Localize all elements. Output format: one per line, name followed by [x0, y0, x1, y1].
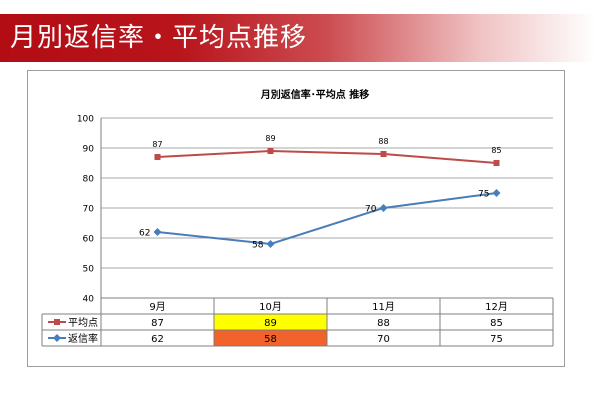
- data-point-平均点: [267, 148, 274, 154]
- legend-label: 平均点: [68, 317, 98, 329]
- table-value-平均点: 88: [377, 318, 390, 329]
- y-tick-label-70: 70: [83, 205, 95, 215]
- data-label-平均点: 88: [378, 137, 388, 146]
- data-label-平均点: 87: [152, 140, 162, 149]
- legend-label: 返信率: [68, 332, 98, 345]
- banner-title: 月別返信率・平均点推移: [10, 23, 308, 53]
- chart-title: 月別返信率･平均点 推移: [260, 88, 369, 101]
- table-value-平均点: 85: [490, 318, 503, 329]
- data-label-返信率: 75: [478, 190, 489, 200]
- data-point-平均点: [154, 154, 161, 160]
- y-tick-label-100: 100: [77, 115, 94, 125]
- title-banner: 月別返信率・平均点推移: [0, 14, 595, 62]
- line-chart: 月別返信率･平均点 推移 40 50 60 70 80 90 100 9月 10月 11月 12月平均…: [41, 88, 554, 347]
- data-point-平均点: [493, 160, 500, 166]
- data-label-返信率: 70: [365, 205, 377, 215]
- y-tick-label-50: 50: [83, 265, 95, 275]
- table-value-返信率: 75: [490, 334, 503, 345]
- table-cell-highlight-平均点-10月: [214, 314, 327, 330]
- data-point-平均点: [380, 151, 387, 157]
- series-line-平均点: [157, 149, 497, 164]
- x-category-label: 9月: [149, 301, 165, 313]
- y-tick-label-40: 40: [83, 295, 95, 305]
- data-point-返信率: [492, 189, 501, 197]
- table-value-返信率: 58: [264, 334, 277, 345]
- data-label-返信率: 62: [139, 229, 150, 239]
- series-line-返信率: [157, 192, 497, 246]
- y-tick-label-60: 60: [83, 235, 95, 245]
- data-label-平均点: 89: [265, 134, 275, 143]
- table-value-平均点: 87: [151, 318, 164, 329]
- x-category-label: 12月: [485, 301, 508, 313]
- table-value-平均点: 89: [264, 318, 277, 329]
- y-tick-label-90: 90: [83, 145, 95, 155]
- data-point-返信率: [153, 228, 162, 236]
- y-tick-label-80: 80: [83, 175, 95, 185]
- table-cell-highlight-返信率-10月: [214, 330, 327, 346]
- legend-marker-平均点: [54, 319, 60, 325]
- data-point-返信率: [266, 240, 275, 248]
- data-point-返信率: [379, 204, 388, 212]
- table-value-返信率: 70: [377, 334, 390, 345]
- data-label-平均点: 85: [491, 146, 501, 155]
- data-label-返信率: 58: [252, 241, 264, 251]
- legend-marker-返信率: [53, 334, 61, 342]
- x-category-label: 11月: [372, 301, 395, 313]
- chart-frame: 月別返信率･平均点 推移 40 50 60 70 80 90 100 9月 10月 11月 12月平均…: [27, 70, 565, 367]
- x-category-label: 10月: [259, 301, 282, 313]
- table-value-返信率: 62: [151, 334, 164, 345]
